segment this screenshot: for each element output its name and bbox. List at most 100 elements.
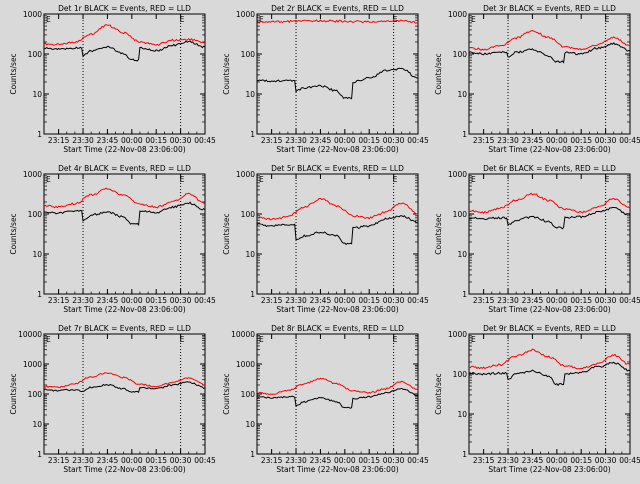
y-tick-label: 1000: [448, 170, 467, 179]
x-tick-label: 23:30: [285, 456, 307, 465]
x-tick-label: 23:30: [497, 136, 519, 145]
y-tick-label: 1: [37, 290, 42, 299]
x-tick-label: 00:45: [619, 296, 640, 305]
y-tick-label: 10: [245, 90, 255, 99]
chart-title: Det 1r BLACK = Events, RED = LLD: [58, 4, 191, 13]
y-tick-label: 100: [28, 210, 43, 219]
series-line-events: [256, 67, 419, 100]
y-tick-label: 10: [32, 90, 42, 99]
event-marker-E: E: [605, 15, 610, 24]
event-marker-E: E: [46, 335, 51, 344]
y-tick-label: 1000: [236, 360, 255, 369]
y-tick-label: 1: [37, 450, 42, 459]
plot-frame: [468, 333, 631, 455]
y-tick-label: 1: [37, 130, 42, 139]
y-tick-label: 1: [462, 130, 467, 139]
event-marker-E: E: [46, 175, 51, 184]
x-tick-label: 23:30: [72, 296, 94, 305]
x-tick-label: 00:45: [194, 136, 216, 145]
y-tick-label: 1: [462, 290, 467, 299]
plot-frame: [43, 173, 206, 295]
y-axis-label: Counts/sec: [434, 373, 443, 414]
x-tick-label: 23:45: [97, 456, 119, 465]
plot-frame: [256, 173, 419, 295]
x-tick-label: 00:30: [383, 136, 405, 145]
x-tick-label: 00:45: [407, 136, 429, 145]
y-tick-label: 10000: [18, 330, 42, 339]
x-tick-label: 00:00: [546, 136, 568, 145]
chart-title: Det 5r BLACK = Events, RED = LLD: [271, 164, 404, 173]
x-tick-label: 23:45: [522, 136, 544, 145]
y-tick-label: 1: [250, 130, 255, 139]
series-line-events: [468, 42, 631, 64]
x-tick-label: 00:45: [407, 296, 429, 305]
event-marker-E: E: [259, 15, 264, 24]
x-axis-label: Start Time (22-Nov-08 23:06:00): [63, 145, 185, 154]
chart-title: Det 8r BLACK = Events, RED = LLD: [271, 324, 404, 333]
plot-frame: [468, 173, 631, 295]
event-marker-E: E: [471, 175, 476, 184]
x-tick-label: 00:00: [121, 456, 143, 465]
x-tick-label: 00:45: [619, 136, 640, 145]
y-tick-label: 100: [453, 50, 468, 59]
x-tick-label: 00:30: [595, 136, 617, 145]
x-tick-label: 23:45: [310, 456, 332, 465]
event-marker-E: E: [471, 15, 476, 24]
y-tick-label: 10: [245, 420, 255, 429]
chart-panel-5: Det 5r BLACK = Events, RED = LLD 1 10 100 10…: [222, 164, 429, 314]
x-tick-label: 00:30: [170, 296, 192, 305]
chart-title: Det 4r BLACK = Events, RED = LLD: [58, 164, 191, 173]
chart-title: Det 2r BLACK = Events, RED = LLD: [271, 4, 404, 13]
x-axis-label: Start Time (22-Nov-08 23:06:00): [63, 465, 185, 474]
x-tick-label: 00:15: [145, 136, 167, 145]
y-axis-label: Counts/sec: [9, 53, 18, 94]
y-tick-label: 100: [241, 390, 256, 399]
chart-panel-8: Det 8r BLACK = Events, RED = LLD 1 10 100 10…: [222, 324, 429, 474]
x-tick-label: 23:15: [48, 456, 70, 465]
chart-panel-6: Det 6r BLACK = Events, RED = LLD 1 10 100 10…: [434, 164, 640, 314]
y-tick-label: 1000: [448, 10, 467, 19]
x-tick-label: 23:30: [72, 456, 94, 465]
series-line-lld: [256, 197, 418, 221]
chart-panel-3: Det 3r BLACK = Events, RED = LLD 1 10 100 10…: [434, 4, 640, 154]
y-axis-label: Counts/sec: [434, 53, 443, 94]
x-tick-label: 23:15: [261, 296, 283, 305]
y-axis-label: Counts/sec: [222, 53, 231, 94]
series-line-events: [256, 215, 419, 246]
x-tick-label: 00:00: [546, 296, 568, 305]
chart-panel-9: Det 9r BLACK = Events, RED = LLD 1 10 100 10…: [434, 324, 640, 474]
chart-title: Det 7r BLACK = Events, RED = LLD: [58, 324, 191, 333]
x-tick-label: 00:45: [194, 296, 216, 305]
x-tick-label: 00:00: [121, 296, 143, 305]
y-tick-label: 10: [457, 250, 467, 259]
y-tick-label: 1000: [23, 10, 42, 19]
x-axis-label: Start Time (22-Nov-08 23:06:00): [488, 305, 610, 314]
series-line-events: [468, 361, 631, 387]
series-line-events: [468, 207, 631, 230]
series-line-events: [43, 40, 206, 62]
series-line-lld: [468, 29, 631, 51]
x-tick-label: 00:30: [170, 456, 192, 465]
y-axis-label: Counts/sec: [222, 213, 231, 254]
x-tick-label: 00:30: [383, 296, 405, 305]
x-tick-label: 00:30: [595, 296, 617, 305]
chart-title: Det 9r BLACK = Events, RED = LLD: [483, 324, 616, 333]
y-axis-label: Counts/sec: [9, 213, 18, 254]
y-axis-label: Counts/sec: [434, 213, 443, 254]
x-tick-label: 23:30: [285, 136, 307, 145]
series-line-lld: [256, 377, 419, 396]
x-tick-label: 23:15: [48, 136, 70, 145]
y-tick-label: 10: [245, 250, 255, 259]
event-marker-E: E: [180, 15, 185, 24]
x-tick-label: 23:30: [497, 296, 519, 305]
series-line-lld: [43, 24, 206, 47]
x-tick-label: 00:45: [619, 456, 640, 465]
x-tick-label: 23:30: [497, 456, 519, 465]
series-line-events: [43, 201, 206, 227]
event-marker-E: E: [180, 335, 185, 344]
x-tick-label: 00:15: [145, 296, 167, 305]
y-tick-label: 100: [28, 390, 43, 399]
x-axis-label: Start Time (22-Nov-08 23:06:00): [276, 465, 398, 474]
